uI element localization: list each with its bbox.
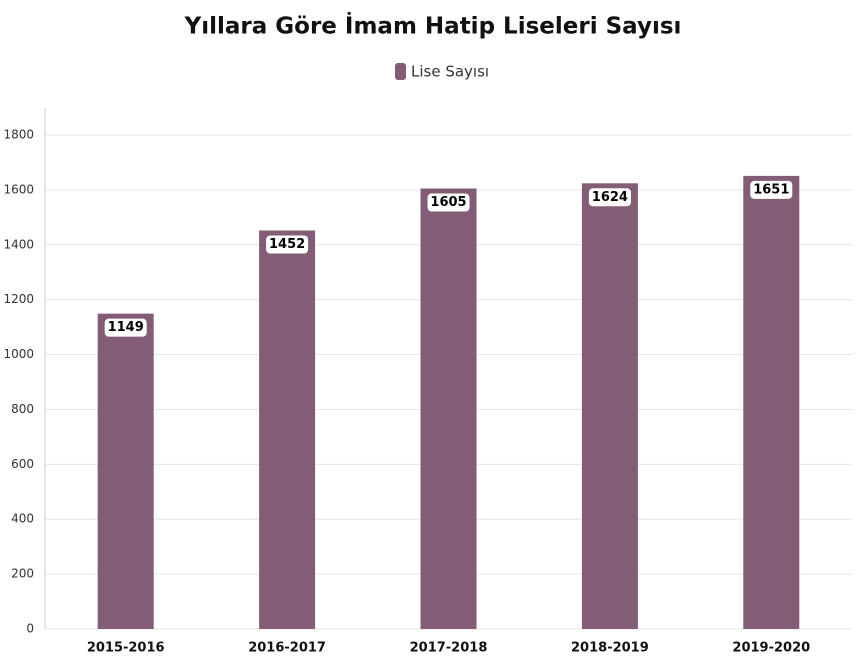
bar [97,313,154,629]
value-label-bg [266,235,309,254]
value-label: 1624 [592,190,628,205]
x-tick-label: 2019-2020 [732,641,810,656]
x-tick-label: 2015-2016 [87,641,165,656]
y-tick-label: 600 [11,457,34,471]
value-label-bg [104,318,147,337]
value-label: 1452 [269,237,305,252]
bar [581,183,638,629]
y-tick-label: 1200 [3,292,34,306]
value-label-bg [750,180,793,199]
y-tick-label: 1800 [3,128,34,142]
bar [259,230,316,630]
x-tick-label: 2018-2019 [571,641,649,656]
legend-label: Lise Sayısı [411,63,489,81]
y-tick-label: 200 [11,567,34,581]
y-tick-label: 1400 [3,237,34,251]
y-tick-label: 0 [26,622,34,636]
y-tick-label: 800 [11,402,34,416]
value-label-bg [588,188,631,207]
y-tick-label: 1600 [3,182,34,196]
y-tick-label: 400 [11,512,34,526]
value-label: 1651 [753,182,789,197]
bar [743,175,800,630]
value-label: 1605 [430,195,466,210]
value-label: 1149 [108,320,144,335]
y-tick-label: 1000 [3,347,34,361]
bar [420,188,477,629]
x-tick-label: 2017-2018 [410,641,488,656]
value-label-bg [427,193,470,212]
legend-swatch [395,63,406,80]
chart-title: Yıllara Göre İmam Hatip Liseleri Sayısı [184,12,682,40]
x-tick-label: 2016-2017 [248,641,326,656]
